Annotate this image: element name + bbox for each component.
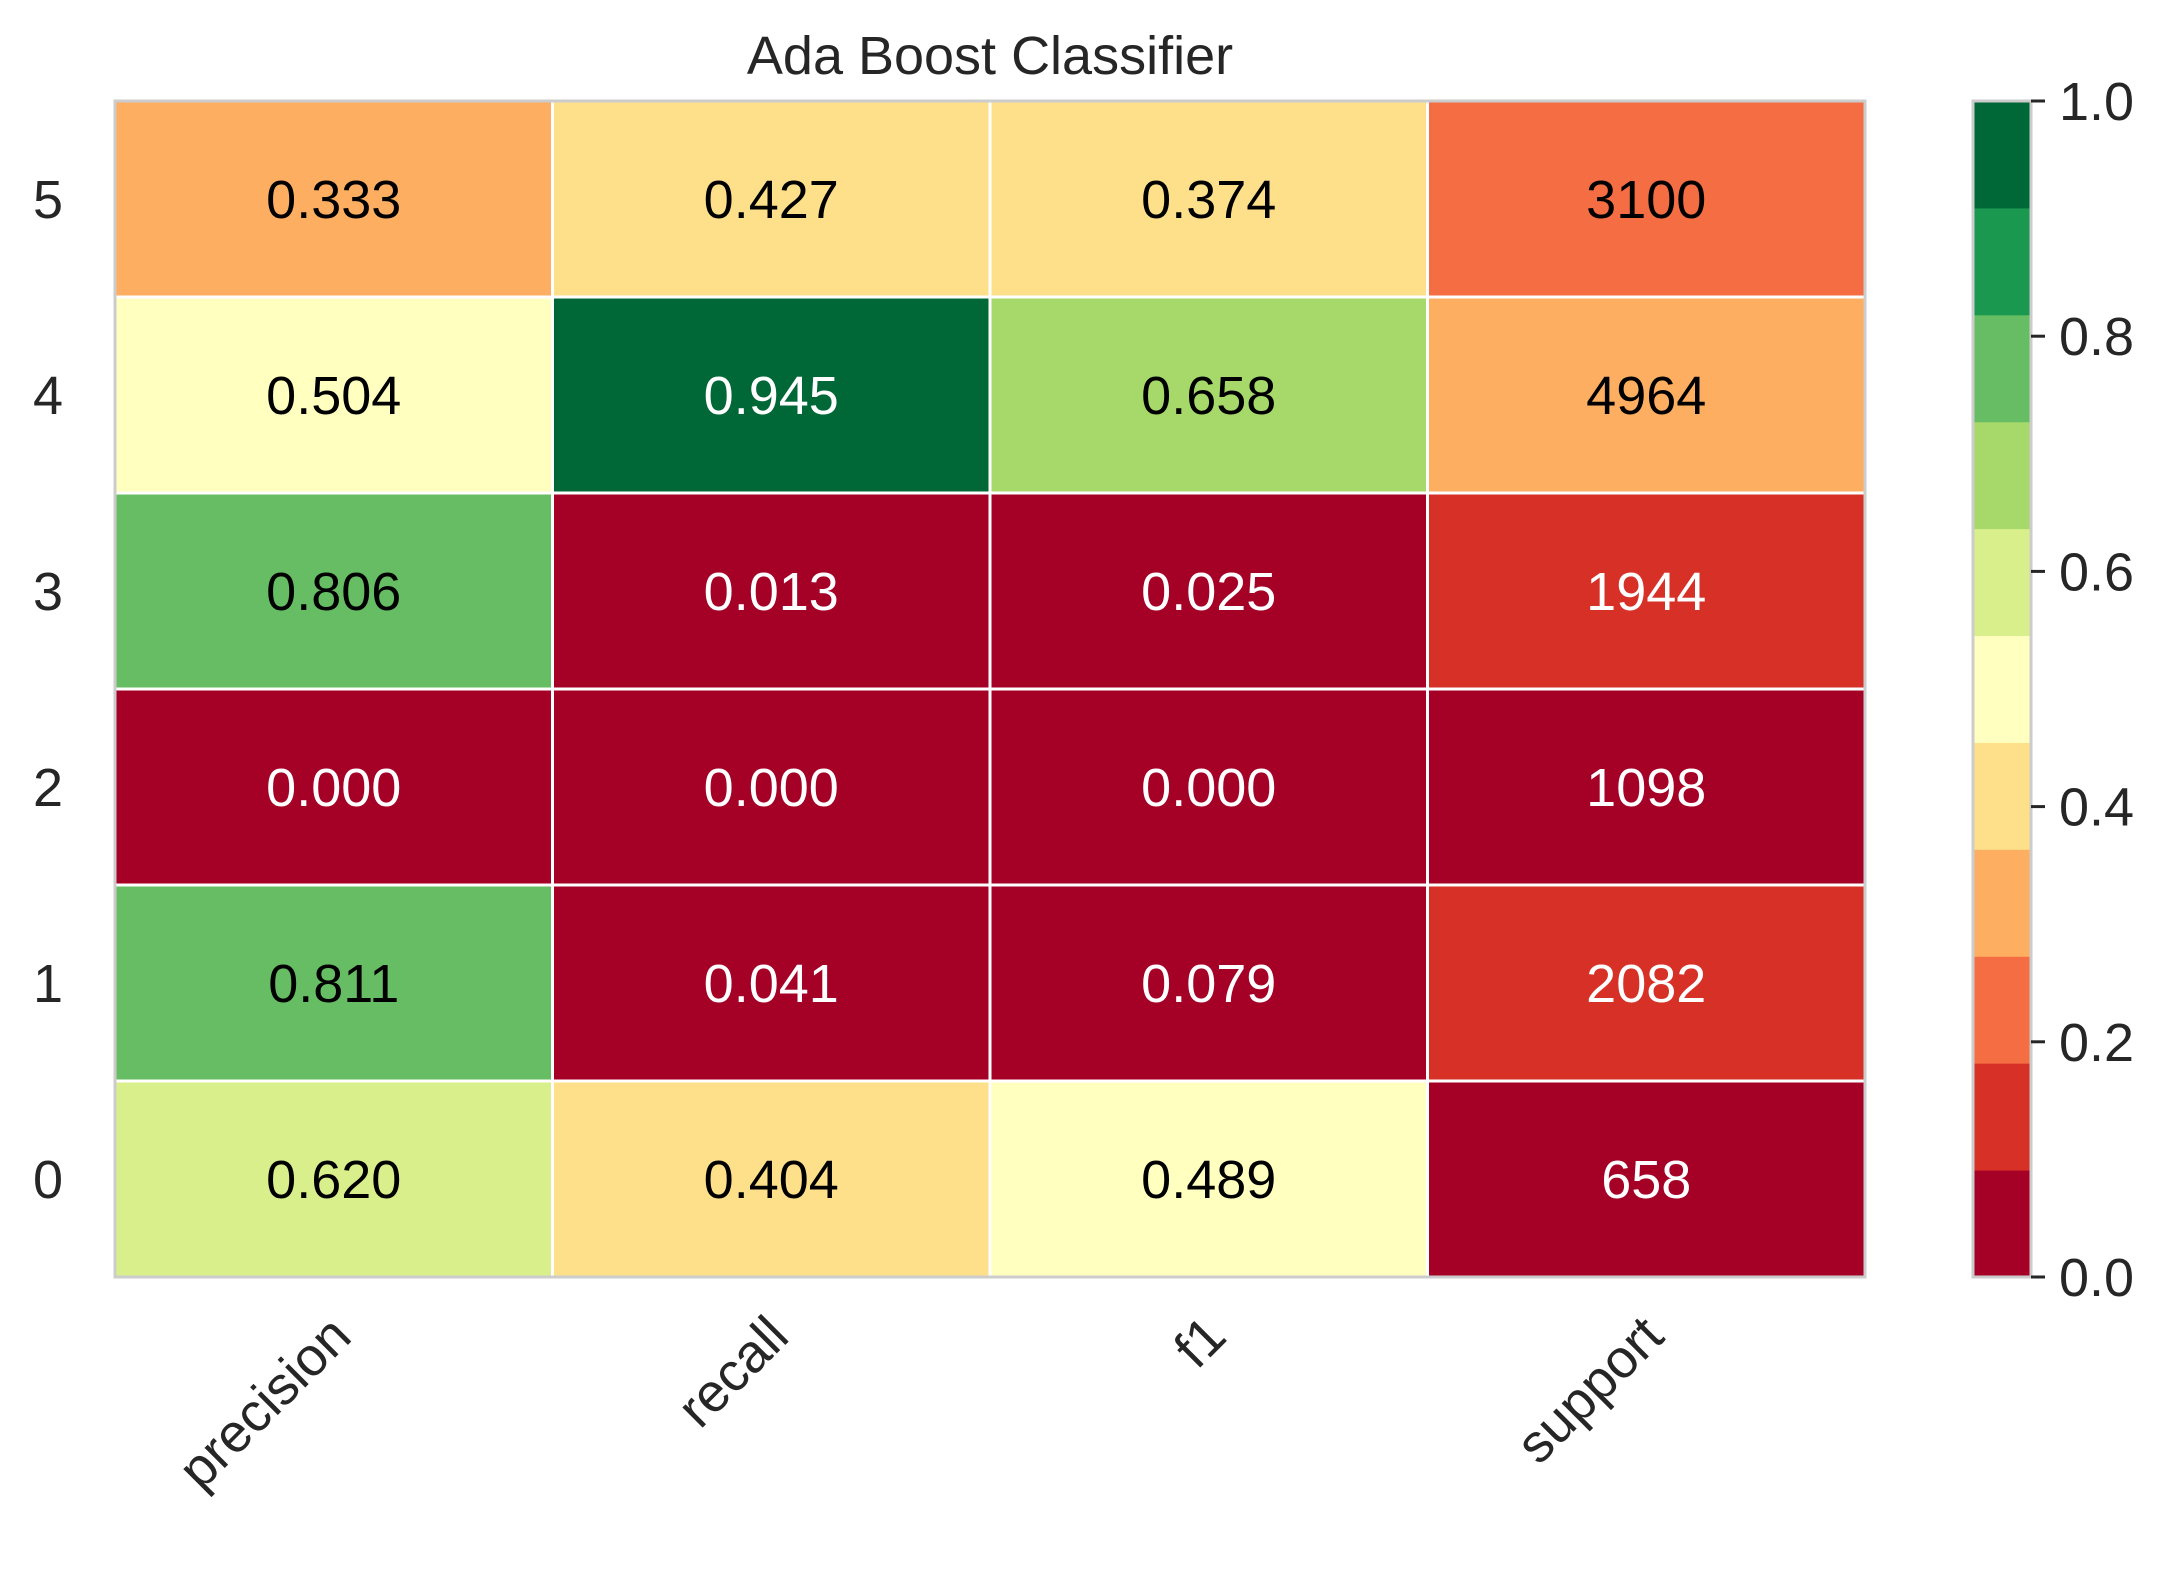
cell-value-0-support: 658 xyxy=(1601,1150,1691,1210)
heatmap-cell-1-f1 xyxy=(988,883,1429,1083)
heatmap-cell-2-recall xyxy=(551,687,992,887)
cell-labels: 0.333 0.427 0.374 3100 0.504 0.945 0.658 4964 0.… xyxy=(266,170,1706,1210)
cell-value-5-recall: 0.427 xyxy=(704,170,839,230)
colorbar-tick-label: 0.2 xyxy=(2059,1013,2134,1073)
colorbar-tick-label: 0.0 xyxy=(2059,1248,2134,1308)
column-label-recall: recall xyxy=(666,1305,800,1439)
cell-value-4-precision: 0.504 xyxy=(266,366,401,426)
row-label-5: 5 xyxy=(33,170,63,230)
cell-value-2-support: 1098 xyxy=(1586,758,1706,818)
column-tick-labels: precision recall f1 support xyxy=(167,1305,1675,1500)
row-label-1: 1 xyxy=(33,954,63,1014)
heatmap-cell-2-support xyxy=(1426,687,1867,887)
heatmap-cell-2-f1 xyxy=(988,687,1429,887)
cell-value-1-f1: 0.079 xyxy=(1141,954,1276,1014)
plot-frame xyxy=(113,99,1867,1279)
colorbar-segment xyxy=(1973,314,2031,423)
cell-value-2-recall: 0.000 xyxy=(704,758,839,818)
cell-value-1-recall: 0.041 xyxy=(704,954,839,1014)
heatmap-cell-4-support xyxy=(1426,295,1867,495)
cell-value-4-recall: 0.945 xyxy=(704,366,839,426)
heatmap-cell-1-recall xyxy=(551,883,992,1083)
colorbar-tick-label: 1.0 xyxy=(2059,72,2134,132)
heatmap-cell-0-recall xyxy=(551,1079,992,1279)
cell-value-5-support: 3100 xyxy=(1586,170,1706,230)
colorbar-tick-label: 0.6 xyxy=(2059,542,2134,602)
colorbar-segment xyxy=(1973,849,2031,957)
heatmap-cell-5-recall xyxy=(551,99,992,299)
row-label-4: 4 xyxy=(33,366,63,426)
cell-value-5-f1: 0.374 xyxy=(1141,170,1276,230)
chart-title: Ada Boost Classifier xyxy=(747,26,1233,86)
colorbar-segment xyxy=(1973,956,2031,1064)
heatmap-cell-2-precision xyxy=(113,687,554,887)
heatmap-cell-1-precision xyxy=(113,883,554,1083)
cell-value-3-precision: 0.806 xyxy=(266,562,401,622)
row-tick-labels: 5 4 3 2 1 0 xyxy=(33,170,63,1210)
cell-value-4-f1: 0.658 xyxy=(1141,366,1276,426)
cell-value-3-recall: 0.013 xyxy=(704,562,839,622)
cell-value-5-precision: 0.333 xyxy=(266,170,401,230)
colorbar-segment xyxy=(1973,528,2031,637)
heatmap-cell-0-f1 xyxy=(988,1079,1429,1279)
colorbar-segment xyxy=(1973,1063,2031,1171)
row-label-0: 0 xyxy=(33,1150,63,1210)
column-label-precision: precision xyxy=(167,1305,362,1500)
cell-value-0-f1: 0.489 xyxy=(1141,1150,1276,1210)
colorbar-frame xyxy=(1971,99,2033,1279)
heatmap-cell-4-recall xyxy=(551,295,992,495)
colorbar-tick-label: 0.8 xyxy=(2059,307,2134,367)
heatmap-cell-3-support xyxy=(1426,491,1867,691)
heatmap-cell-5-support xyxy=(1426,99,1867,299)
heatmap-cell-5-precision xyxy=(113,99,554,299)
cell-value-2-precision: 0.000 xyxy=(266,758,401,818)
cell-value-4-support: 4964 xyxy=(1586,366,1706,426)
colorbar-segment xyxy=(1973,1170,2031,1278)
column-label-support: support xyxy=(1505,1305,1675,1475)
colorbar-segment xyxy=(1973,207,2031,316)
colorbar-ticks: 0.0 0.2 0.4 0.6 0.8 1.0 xyxy=(2031,72,2134,1308)
heatmap-cells xyxy=(113,99,1867,1279)
colorbar-segment xyxy=(1973,421,2031,530)
heatmap-cell-0-precision xyxy=(113,1079,554,1279)
cell-value-3-f1: 0.025 xyxy=(1141,562,1276,622)
cell-value-1-support: 2082 xyxy=(1586,954,1706,1014)
heatmap-cell-4-precision xyxy=(113,295,554,495)
colorbar-segment xyxy=(1973,635,2031,743)
row-label-3: 3 xyxy=(33,562,63,622)
column-label-f1: f1 xyxy=(1163,1305,1237,1379)
colorbar-segment xyxy=(1973,742,2031,850)
heatmap-cell-3-recall xyxy=(551,491,992,691)
colorbar xyxy=(1971,99,2033,1279)
cell-value-2-f1: 0.000 xyxy=(1141,758,1276,818)
heatmap-cell-1-support xyxy=(1426,883,1867,1083)
cell-value-0-recall: 0.404 xyxy=(704,1150,839,1210)
cell-value-3-support: 1944 xyxy=(1586,562,1706,622)
colorbar-segment xyxy=(1973,101,2031,209)
cell-value-0-precision: 0.620 xyxy=(266,1150,401,1210)
colorbar-tick-label: 0.4 xyxy=(2059,778,2134,838)
row-label-2: 2 xyxy=(33,758,63,818)
cell-value-1-precision: 0.811 xyxy=(268,954,399,1014)
